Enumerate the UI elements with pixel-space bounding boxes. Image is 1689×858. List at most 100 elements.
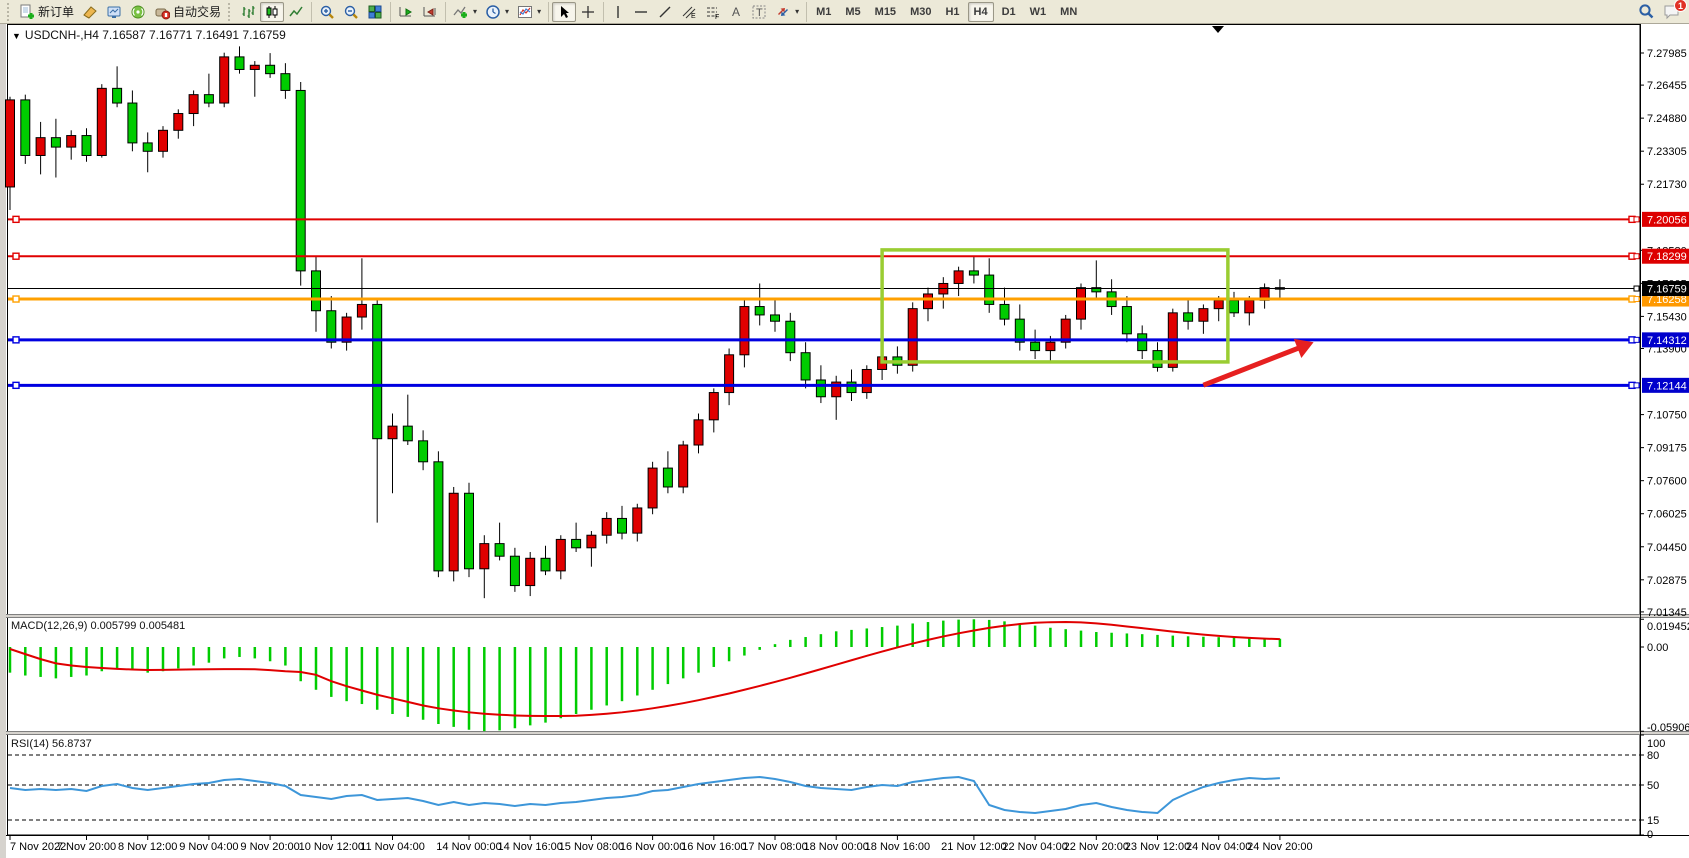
macd-pane[interactable]: 0.019452 0.00 -0.059068: [8, 618, 1689, 734]
arrows-icon: [778, 7, 789, 16]
candle: [219, 52, 230, 108]
hline-handle[interactable]: [12, 381, 20, 390]
candle: [249, 61, 260, 97]
hline-handle[interactable]: [12, 295, 20, 303]
time-tick-label: 7 Nov 2022: [10, 841, 66, 853]
fibonacci-icon: F: [707, 7, 719, 20]
candle: [387, 413, 398, 494]
trend-arrow-annotation[interactable]: [1202, 338, 1314, 388]
toolbar-separator: [603, 1, 605, 22]
styler-icon: [83, 5, 97, 19]
chart-background[interactable]: [6, 24, 1689, 858]
candle: [693, 413, 704, 454]
time-tick-label: 14 Nov 00:00: [436, 841, 501, 853]
candle: [50, 118, 61, 178]
price-tick-label: 7.24880: [1647, 113, 1687, 125]
crosshair-button[interactable]: [576, 2, 600, 22]
timeframe-button-m1[interactable]: M1: [816, 5, 832, 18]
tile-windows-button[interactable]: [363, 2, 387, 22]
time-tick-label: 16 Nov 00:00: [620, 841, 685, 853]
cursor-button[interactable]: [552, 1, 577, 22]
range-box-annotation[interactable]: [880, 248, 1230, 364]
candle: [188, 90, 199, 127]
timeframe-button-w1[interactable]: W1: [1029, 5, 1047, 18]
price-marker-label: 7.18299: [1647, 251, 1687, 263]
zoom-in-button[interactable]: [315, 2, 339, 22]
candle: [754, 283, 765, 326]
notifications-button[interactable]: 1: [1659, 0, 1687, 22]
candle: [341, 312, 352, 351]
periods-button[interactable]: ▾: [481, 2, 513, 22]
pane-separator[interactable]: [6, 614, 1689, 618]
indicators-button[interactable]: ▾: [449, 2, 481, 22]
rsi-axis-label: 0: [1647, 829, 1653, 841]
price-axis[interactable]: 7.279857.264557.248807.233057.217307.185…: [1633, 48, 1689, 619]
text-button[interactable]: A: [725, 2, 747, 22]
zoom-out-button[interactable]: [339, 2, 363, 22]
signals-button[interactable]: [126, 2, 150, 22]
candle: [1030, 329, 1041, 359]
candle: [35, 121, 46, 175]
time-tick-label: 18 Nov 00:00: [803, 841, 868, 853]
equidistant-channel-button[interactable]: E: [677, 2, 701, 22]
search-button[interactable]: [1634, 2, 1659, 22]
chart-shift-button[interactable]: [418, 2, 442, 22]
timeframe-button-d1[interactable]: D1: [1001, 5, 1016, 18]
price-tick-label: 7.06025: [1647, 509, 1687, 521]
trendline-button[interactable]: [653, 2, 677, 22]
crosshair-icon: [582, 5, 595, 18]
candle: [494, 522, 505, 561]
pane-separator[interactable]: [6, 731, 1689, 735]
candle: [66, 130, 77, 160]
bar-chart-button[interactable]: [236, 2, 260, 22]
price-tick-label: 7.10750: [1647, 410, 1687, 422]
candle: [1198, 304, 1209, 334]
candlestick-chart-button[interactable]: [260, 1, 285, 22]
price-marker-box: [1642, 377, 1689, 393]
toolbar-grip[interactable]: [228, 2, 233, 21]
candle: [662, 451, 673, 494]
toolbar-grip[interactable]: [7, 2, 12, 21]
fibonacci-button[interactable]: F: [701, 2, 725, 22]
auto-scroll-button[interactable]: [394, 2, 418, 22]
candle: [678, 440, 689, 494]
clock-icon: [486, 4, 500, 19]
text-label-button[interactable]: T: [747, 2, 771, 22]
symbol-ohlc-line[interactable]: ▼ USDCNH-,H4 7.16587 7.16771 7.16491 7.16…: [12, 28, 286, 42]
timeframe-button-m15[interactable]: M15: [874, 5, 897, 18]
timeframe-button-h4[interactable]: H4: [967, 1, 994, 22]
candle: [1137, 325, 1148, 359]
vertical-line-button[interactable]: [607, 2, 629, 22]
profiles-button[interactable]: [102, 2, 126, 22]
styler-button[interactable]: [78, 2, 102, 22]
timeframe-button-h1[interactable]: H1: [945, 5, 960, 18]
macd-axis-label: 0.00: [1647, 642, 1668, 654]
templates-button[interactable]: ▾: [513, 2, 545, 22]
price-marker-label: 7.16759: [1647, 284, 1687, 296]
time-tick-label: 24 Nov 20:00: [1247, 841, 1312, 853]
timeframe-button-m5[interactable]: M5: [845, 5, 861, 18]
line-chart-button[interactable]: [284, 2, 308, 22]
horizontal-line-button[interactable]: [629, 2, 653, 22]
price-marker-notch: [1633, 382, 1640, 389]
hline-handle[interactable]: [12, 252, 20, 260]
chevron-down-icon[interactable]: ▼: [12, 31, 21, 41]
hline-handle[interactable]: [12, 215, 20, 224]
timeframe-button-m30[interactable]: M30: [910, 5, 932, 18]
main-toolbar: 新订单 自动交易: [0, 0, 1689, 24]
price-marker-notch: [1633, 285, 1640, 292]
autotrading-button[interactable]: 自动交易: [150, 2, 225, 22]
new-order-button[interactable]: 新订单: [15, 2, 78, 22]
arrows-button[interactable]: ▾: [771, 2, 803, 22]
chart-shift-marker[interactable]: [1212, 26, 1224, 33]
candle: [1060, 314, 1071, 349]
candle: [1014, 304, 1025, 351]
hline-handle[interactable]: [12, 336, 20, 344]
candle: [555, 535, 566, 580]
timeframe-button-mn[interactable]: MN: [1060, 5, 1078, 18]
zoom-out-icon: [344, 5, 358, 19]
